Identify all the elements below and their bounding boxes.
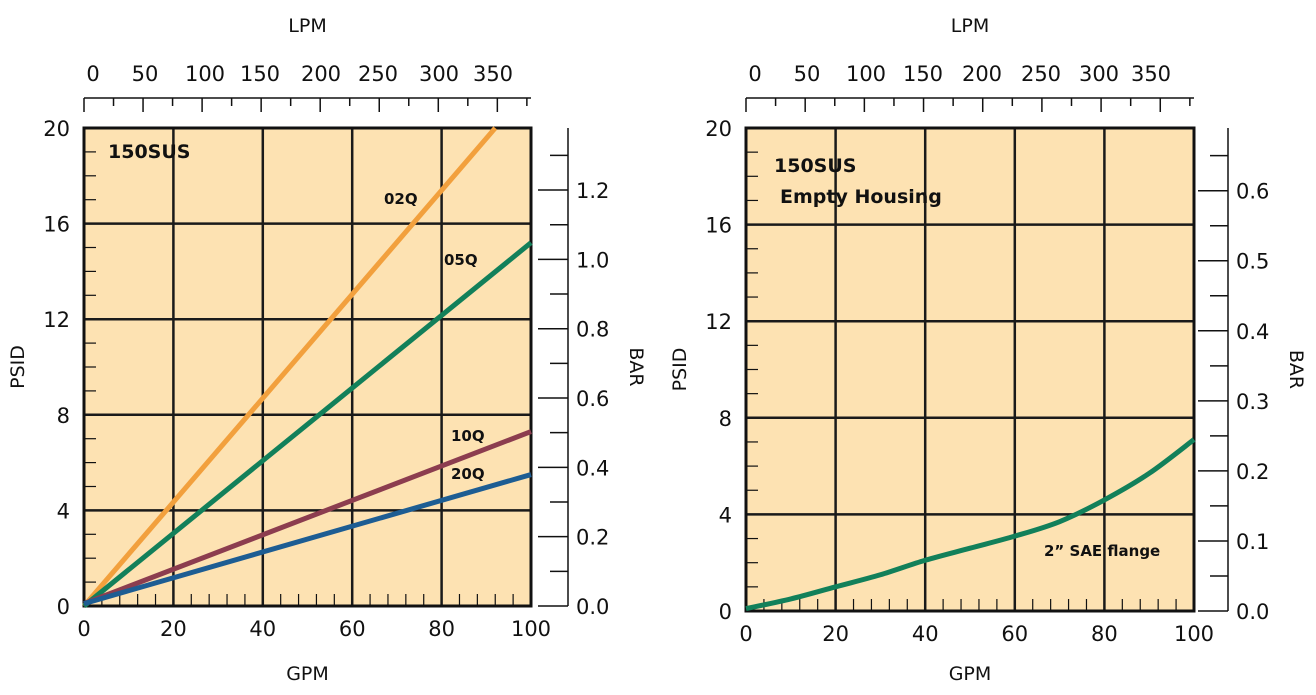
chart-title: 150SUS [108,141,190,163]
bar-tick-label: 0.5 [1236,250,1269,274]
lpm-tick-label: 300 [1079,62,1119,86]
bar-tick-label: 0.3 [1236,390,1269,414]
chart-panel-2: 2” SAE flange 150SUS Empty Housing 0 4 8 12 16 2… [669,15,1307,685]
y-tick-label: 0 [57,595,70,619]
x-tick-label: 60 [1001,622,1028,646]
lpm-tick-label: 150 [240,62,280,86]
bar-tick-label: 0.0 [1236,600,1269,624]
chart-title: 150SUS [774,155,856,177]
x-tick-label: 20 [822,622,849,646]
y-tick-label: 16 [705,214,732,238]
plot-area [84,128,531,606]
bar-tick-label: 1.0 [576,248,609,272]
bar-tick-label: 0.0 [576,595,609,619]
lpm-tick-label: 200 [301,62,341,86]
lpm-tick-label: 350 [1131,62,1171,86]
lpm-tick-label: 150 [903,62,943,86]
series-line-1 [82,126,498,608]
bar-tick-label: 0.6 [576,387,609,411]
x-tick-label: 20 [160,617,187,641]
lpm-tick-label: 100 [846,62,886,86]
bar-tick-label: 0.2 [576,526,609,550]
bar-tick-label: 0.8 [576,318,609,342]
bar-tick-label: 0.1 [1236,530,1269,554]
bar-tick-label: 0.4 [576,456,609,480]
x-tick-label: 0 [77,617,90,641]
lpm-tick-label: 0 [86,62,99,86]
series-label: 05Q [444,251,478,269]
x-tick-label: 40 [249,617,276,641]
y-tick-label: 12 [43,308,70,332]
x-tick-label: 80 [428,617,455,641]
y-tick-label: 20 [705,117,732,141]
right-axis-title: BAR [625,347,647,386]
bar-tick-label: 0.2 [1236,460,1269,484]
series-label: 20Q [451,465,485,483]
lpm-tick-label: 100 [185,62,225,86]
x-tick-label: 100 [1174,622,1214,646]
plot-frame [82,126,533,608]
y-tick-label: 8 [719,407,732,431]
x-tick-label: 60 [339,617,366,641]
series-label: 02Q [384,190,418,208]
plot-frame [744,126,1196,613]
lpm-tick-label: 50 [132,62,159,86]
y-tick-label: 4 [57,499,70,523]
plot-area [746,128,1194,611]
chart-subtitle: Empty Housing [780,186,942,208]
lpm-tick-label: 50 [794,62,821,86]
y-tick-label: 8 [57,404,70,428]
x-tick-label: 0 [739,622,752,646]
series-label: 10Q [451,427,485,445]
y-tick-label: 16 [43,213,70,237]
lpm-tick-label: 300 [419,62,459,86]
lpm-tick-label: 0 [748,62,761,86]
series-label: 2” SAE flange [1044,542,1160,560]
bar-tick-label: 0.4 [1236,320,1269,344]
right-axis-title: BAR [1285,350,1307,389]
lpm-tick-label: 250 [1021,62,1061,86]
top-axis-title: LPM [951,15,989,37]
y-axis-title: PSID [7,345,29,389]
x-tick-label: 40 [912,622,939,646]
y-tick-label: 0 [719,600,732,624]
x-axis-title: GPM [286,663,329,685]
x-tick-label: 80 [1091,622,1118,646]
series-line-2 [82,240,533,608]
lpm-tick-label: 200 [962,62,1002,86]
x-axis-title: GPM [949,663,992,685]
series-line-4 [83,472,532,607]
series-line-1 [745,437,1196,612]
y-tick-label: 20 [43,117,70,141]
y-tick-label: 12 [705,310,732,334]
y-tick-label: 4 [719,503,732,527]
bar-tick-label: 0.6 [1236,180,1269,204]
x-tick-label: 100 [511,617,551,641]
top-axis-title: LPM [288,15,326,37]
lpm-tick-label: 250 [358,62,398,86]
series-line-3 [83,429,532,606]
bar-tick-label: 1.2 [576,179,609,203]
lpm-tick-label: 350 [473,62,513,86]
y-axis-title: PSID [669,348,691,392]
